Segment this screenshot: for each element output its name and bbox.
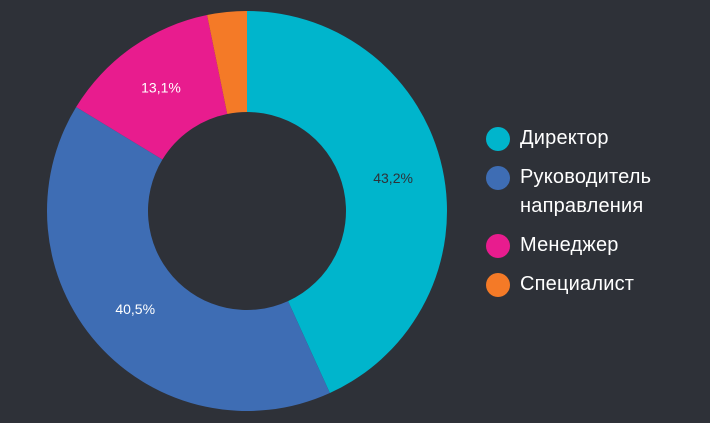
legend-marker-specialist [486, 273, 510, 297]
labels-layer: 43,2% 40,5% 13,1% [115, 79, 413, 317]
donut-slice-specialist[interactable] [207, 11, 247, 114]
data-label-head-of-department: 40,5% [115, 301, 155, 317]
legend-item-manager[interactable]: Менеджер [486, 231, 706, 260]
donut-slice-manager[interactable] [76, 15, 228, 160]
legend-label-specialist: Специалист [520, 273, 635, 295]
legend-item-head-of-department[interactable]: Руководитель направления [486, 163, 706, 221]
legend-marker-head-of-department [486, 166, 510, 190]
legend-item-director[interactable]: Директор [486, 124, 706, 153]
legend-label-head-of-department: Руководитель направления [520, 166, 652, 217]
legend-label-director: Директор [520, 127, 609, 149]
legend: Директор Руководитель направления Менедж… [486, 124, 706, 309]
legend-label-manager: Менеджер [520, 234, 619, 256]
slices-layer [47, 11, 447, 411]
legend-item-specialist[interactable]: Специалист [486, 270, 706, 299]
data-label-manager: 13,1% [141, 79, 181, 95]
data-label-director: 43,2% [373, 170, 413, 186]
donut-slice-head-of-department[interactable] [47, 107, 330, 411]
donut-slice-director[interactable] [247, 11, 447, 394]
legend-marker-manager [486, 234, 510, 258]
legend-marker-director [486, 127, 510, 151]
